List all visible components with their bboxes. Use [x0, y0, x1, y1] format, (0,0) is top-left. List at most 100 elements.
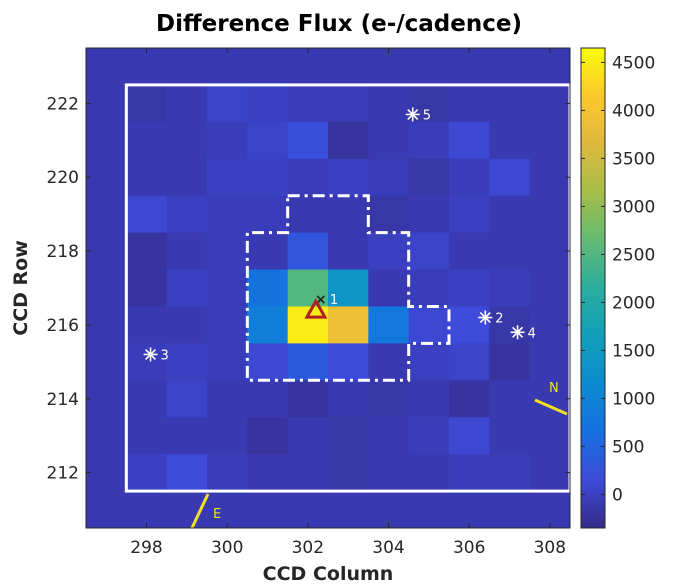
- heatmap-cell: [126, 269, 168, 307]
- centroid-triangle-marker: [304, 298, 328, 319]
- heatmap-cell: [449, 269, 490, 307]
- y-tick-label: 222: [47, 94, 79, 114]
- heatmap-cell: [529, 417, 571, 455]
- heatmap-cell: [287, 343, 329, 381]
- y-tick-label: 212: [47, 464, 79, 484]
- optimal-aperture-outline: [245, 194, 451, 382]
- colorbar: 0 500 1000 1500 2000 2500 3000 3500 4000 4500: [580, 47, 655, 529]
- star-1-label: 1: [330, 293, 338, 308]
- heatmap-cell: [489, 491, 531, 529]
- heatmap-cell: [489, 454, 531, 492]
- heatmap-cell: [529, 195, 571, 234]
- heatmap-cell: [328, 158, 369, 197]
- heatmap-cell: [449, 48, 490, 86]
- heatmap-cell: [86, 48, 127, 86]
- colorbar-tick-label: 4500: [612, 53, 655, 73]
- heatmap-cell: [207, 491, 248, 529]
- heatmap-cell: [529, 158, 571, 197]
- heatmap-cell: [247, 306, 289, 344]
- north-arrow: [534, 398, 568, 416]
- heatmap-cell: [368, 121, 410, 160]
- colorbar-tick-label: 2500: [612, 245, 655, 265]
- heatmap-cell: [247, 84, 289, 123]
- heatmap-cell: [368, 417, 410, 455]
- heatmap-cell: [126, 454, 168, 492]
- heatmap-cell: [287, 232, 329, 271]
- heatmap-cell: [449, 121, 490, 160]
- heatmap-cell: [328, 491, 369, 529]
- heatmap-cell: [529, 48, 571, 86]
- heatmap-cell: [86, 158, 127, 197]
- star-2-label: 2: [495, 312, 503, 327]
- heatmap-cell: [247, 343, 289, 381]
- heatmap-cell: [328, 195, 369, 234]
- heatmap-cell: [166, 343, 208, 381]
- heatmap-cell: [247, 195, 289, 234]
- heatmap-cell: [86, 417, 127, 455]
- heatmap-cell: [207, 158, 248, 197]
- heatmap-cell: [368, 343, 410, 381]
- east-arrow: [190, 493, 210, 529]
- heatmap-cell: [126, 195, 168, 234]
- colorbar-tick-label: 2000: [612, 293, 655, 313]
- heatmap-cell: [449, 84, 490, 123]
- heatmap-cell: [166, 48, 208, 86]
- heatmap-cell: [449, 417, 490, 455]
- heatmap-cell: [529, 84, 571, 123]
- heatmap-cell: [287, 380, 329, 418]
- heatmap-cell: [529, 121, 571, 160]
- heatmap-cell: [408, 343, 450, 381]
- heatmap-cell: [489, 269, 531, 307]
- heatmap-cell: [207, 417, 248, 455]
- heatmap-cell: [368, 306, 410, 344]
- heatmap-cell: [449, 306, 490, 344]
- star-2-marker: [478, 310, 493, 325]
- heatmap-cell: [126, 121, 168, 160]
- heatmap-cell: [368, 195, 410, 234]
- heatmap-cell: [287, 454, 329, 492]
- x-tick-label: 300: [211, 538, 243, 558]
- colorbar-tick-label: 3500: [612, 149, 655, 169]
- heatmap-cell: [408, 380, 450, 418]
- star-3-label: 3: [161, 348, 169, 363]
- heatmap-cell: [126, 306, 168, 344]
- heatmap-cell: [489, 380, 531, 418]
- heatmap-cell: [408, 417, 450, 455]
- heatmap-cell: [247, 417, 289, 455]
- heatmap-cell: [247, 491, 289, 529]
- heatmap-cell: [449, 343, 490, 381]
- heatmap-cell: [328, 121, 369, 160]
- heatmap-cell: [207, 380, 248, 418]
- heatmap-cell: [126, 84, 168, 123]
- heatmap-cell: [126, 380, 168, 418]
- heatmap-cell: [368, 454, 410, 492]
- heatmap-cell: [126, 158, 168, 197]
- colorbar-tick-label: 0: [612, 485, 623, 505]
- heatmap-cell: [166, 195, 208, 234]
- chart-title: Difference Flux (e-/cadence): [156, 11, 522, 37]
- heatmap-cell: [86, 380, 127, 418]
- heatmap-cell: [489, 306, 531, 344]
- heatmap-cell: [207, 48, 248, 86]
- heatmap-cell: [328, 48, 369, 86]
- x-tick-label: 298: [130, 538, 162, 558]
- heatmap-cell: [489, 48, 531, 86]
- heatmap-cell: [166, 380, 208, 418]
- heatmap-cell: [287, 195, 329, 234]
- heatmap-cell: [449, 232, 490, 271]
- y-axis-label: CCD Row: [10, 240, 32, 336]
- heatmap-cell: [408, 454, 450, 492]
- heatmap-cell: [449, 491, 490, 529]
- heatmap-cell: [207, 343, 248, 381]
- heatmap-cell: [207, 454, 248, 492]
- heatmap-cell: [328, 343, 369, 381]
- heatmap-cell: [368, 232, 410, 271]
- heatmap-cell: [287, 491, 329, 529]
- heatmap-cell: [489, 343, 531, 381]
- y-tick-label: 218: [47, 242, 79, 262]
- heatmap-cell: [368, 158, 410, 197]
- heatmap-cell: [489, 195, 531, 234]
- heatmap-cell: [368, 48, 410, 86]
- x-axis-label: CCD Column: [263, 563, 394, 585]
